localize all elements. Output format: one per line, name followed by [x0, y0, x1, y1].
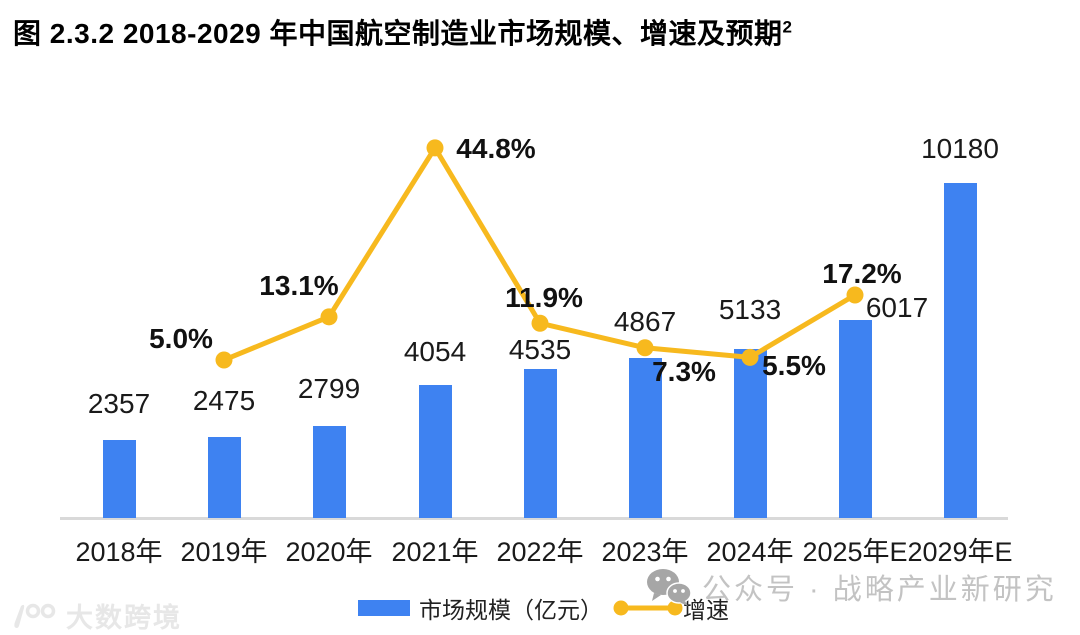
growth-line: [221, 145, 858, 363]
growth-point-2021年: [426, 139, 444, 157]
bar-value-label-2024年: 5133: [718, 294, 782, 326]
watermark-right: 公众号 · 战略产业新研究: [646, 566, 1057, 608]
chart-legend: 市场规模（亿元） 增速: [358, 593, 729, 623]
bar-2019年: [207, 436, 241, 518]
x-axis-label-2023年: 2023年: [601, 537, 689, 567]
legend-line-swatch: [613, 600, 683, 616]
growth-point-label-2021年: 44.8%: [456, 132, 536, 164]
growth-point-2022年: [531, 314, 549, 332]
footnote-marker: 2: [782, 17, 793, 37]
x-axis-label-2020年: 2020年: [285, 537, 373, 567]
chart-title: 图 2.3.2 2018-2029 年中国航空制造业市场规模、增速及预期2: [13, 12, 793, 52]
bar-value-label-2019年: 2475: [192, 384, 256, 416]
growth-point-2020年: [320, 308, 338, 326]
bar-2029年E: [943, 183, 977, 518]
x-axis-label-2024年: 2024年: [706, 537, 794, 567]
x-axis-label-2025年E: 2025年E: [802, 537, 908, 567]
legend-bar-label: 市场规模（亿元）: [419, 597, 603, 623]
x-axis-label-2019年: 2019年: [180, 537, 268, 567]
growth-point-label-2025年E: 17.2%: [822, 257, 902, 289]
bar-value-label-2020年: 2799: [297, 372, 361, 404]
x-axis-label-2022年: 2022年: [496, 537, 584, 567]
watermark-right-text: 公众号 · 战略产业新研究: [702, 574, 1057, 606]
bar-2024年: [733, 349, 767, 518]
x-axis-line: [60, 517, 1008, 520]
bar-2023年: [628, 357, 662, 518]
bar-2018年: [102, 440, 136, 518]
bar-value-label-2022年: 4535: [508, 333, 572, 365]
growth-point-2025年E: [846, 286, 864, 304]
x-axis-label-2018年: 2018年: [75, 537, 163, 567]
bar-2022年: [523, 368, 557, 518]
growth-point-label-2019年: 5.0%: [149, 323, 213, 354]
growth-point-label-2024年: 5.5%: [762, 350, 826, 382]
bar-value-label-2021年: 4054: [403, 335, 467, 367]
growth-point-label-2023年: 7.3%: [652, 355, 716, 387]
bar-value-label-2023年: 4867: [613, 305, 677, 337]
growth-point-2023年: [636, 339, 654, 357]
growth-point-2019年: [215, 351, 233, 369]
bar-2021年: [418, 384, 452, 518]
chart-title-text: 图 2.3.2 2018-2029 年中国航空制造业市场规模、增速及预期: [13, 18, 783, 49]
x-axis-label-2021年: 2021年: [391, 537, 479, 567]
watermark-left: 大数跨境: [10, 596, 182, 635]
bar-2025年E: [838, 320, 872, 518]
bar-value-label-2029年E: 10180: [921, 133, 999, 165]
growth-point-label-2020年: 13.1%: [259, 269, 339, 301]
wechat-icon: [647, 569, 692, 606]
bar-value-label-2025年E: 6017: [865, 292, 929, 324]
bar-2020年: [312, 425, 346, 518]
legend-bar-swatch: [358, 600, 410, 616]
bar-value-label-2018年: 2357: [87, 388, 151, 420]
x-axis-label-2029年E: 2029年E: [907, 537, 1013, 567]
100-logo-icon: [14, 603, 56, 628]
legend-line-label: 增速: [683, 597, 729, 623]
watermark-left-text: 大数跨境: [66, 603, 182, 633]
growth-point-label-2022年: 11.9%: [505, 282, 583, 314]
